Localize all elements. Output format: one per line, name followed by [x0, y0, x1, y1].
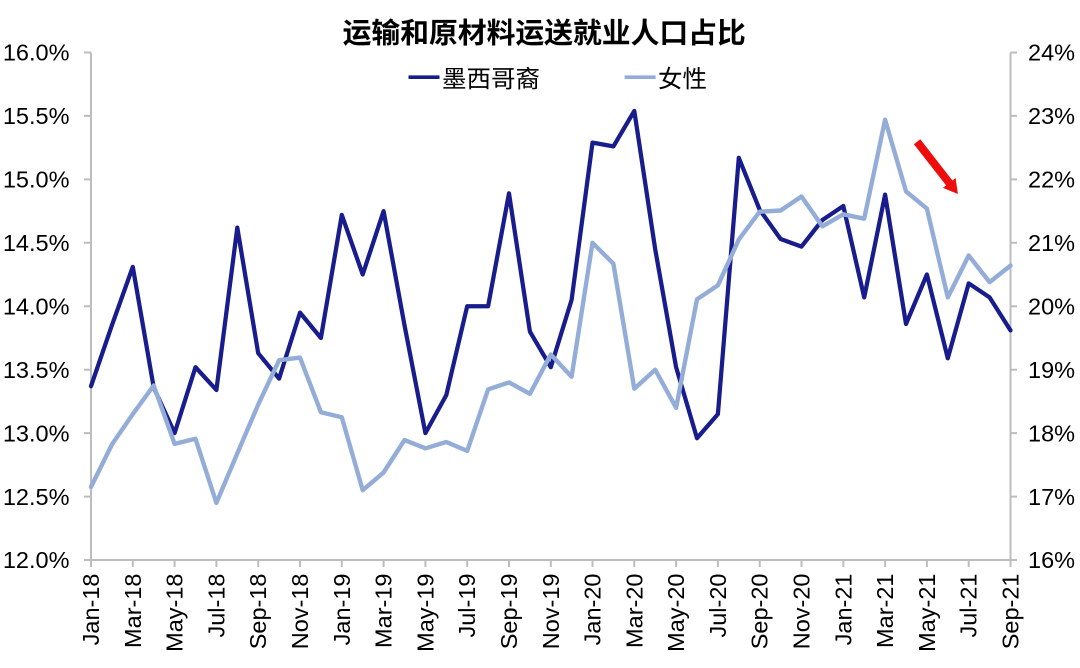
svg-text:Jan-19: Jan-19 [329, 574, 355, 646]
svg-text:13.0%: 13.0% [3, 420, 70, 446]
svg-text:May-18: May-18 [162, 574, 188, 652]
svg-text:May-20: May-20 [663, 574, 689, 652]
svg-text:Mar-20: Mar-20 [621, 574, 647, 648]
svg-text:18%: 18% [1028, 420, 1075, 446]
svg-text:17%: 17% [1028, 484, 1075, 510]
svg-text:24%: 24% [1028, 40, 1075, 66]
svg-text:Mar-18: Mar-18 [120, 574, 146, 648]
svg-text:16.0%: 16.0% [3, 40, 70, 66]
svg-text:15.0%: 15.0% [3, 167, 70, 193]
svg-text:14.5%: 14.5% [3, 230, 70, 256]
svg-text:Mar-21: Mar-21 [872, 574, 898, 648]
svg-text:20%: 20% [1028, 293, 1075, 319]
svg-text:21%: 21% [1028, 230, 1075, 256]
svg-text:Jul-19: Jul-19 [454, 574, 480, 638]
svg-text:22%: 22% [1028, 167, 1075, 193]
svg-text:19%: 19% [1028, 357, 1075, 383]
svg-text:14.0%: 14.0% [3, 293, 70, 319]
svg-text:Jan-18: Jan-18 [78, 574, 104, 646]
svg-text:Sep-18: Sep-18 [245, 574, 271, 650]
svg-text:Jul-20: Jul-20 [705, 574, 731, 638]
svg-text:Jul-18: Jul-18 [203, 574, 229, 638]
svg-text:15.5%: 15.5% [3, 103, 70, 129]
svg-text:Nov-19: Nov-19 [538, 574, 564, 650]
svg-text:Nov-18: Nov-18 [287, 574, 313, 650]
svg-text:Sep-19: Sep-19 [496, 574, 522, 650]
svg-text:Jan-21: Jan-21 [830, 574, 856, 646]
svg-text:12.5%: 12.5% [3, 484, 70, 510]
svg-text:May-19: May-19 [412, 574, 438, 652]
svg-text:23%: 23% [1028, 103, 1075, 129]
svg-text:Jan-20: Jan-20 [580, 574, 606, 646]
svg-text:Sep-21: Sep-21 [998, 574, 1024, 650]
svg-text:Mar-19: Mar-19 [371, 574, 397, 648]
svg-text:Nov-20: Nov-20 [789, 574, 815, 650]
svg-text:16%: 16% [1028, 547, 1075, 573]
svg-text:13.5%: 13.5% [3, 357, 70, 383]
svg-text:May-21: May-21 [914, 574, 940, 652]
svg-text:12.0%: 12.0% [3, 547, 70, 573]
svg-text:Jul-21: Jul-21 [956, 574, 982, 638]
svg-text:Sep-20: Sep-20 [747, 574, 773, 650]
